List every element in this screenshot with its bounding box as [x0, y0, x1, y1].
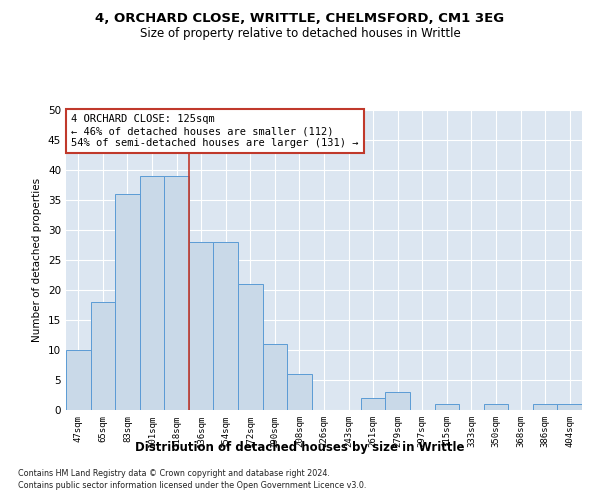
Text: 4, ORCHARD CLOSE, WRITTLE, CHELMSFORD, CM1 3EG: 4, ORCHARD CLOSE, WRITTLE, CHELMSFORD, C… — [95, 12, 505, 26]
Text: Distribution of detached houses by size in Writtle: Distribution of detached houses by size … — [135, 441, 465, 454]
Bar — [484, 404, 508, 410]
Bar — [164, 176, 189, 410]
Text: 4 ORCHARD CLOSE: 125sqm
← 46% of detached houses are smaller (112)
54% of semi-d: 4 ORCHARD CLOSE: 125sqm ← 46% of detache… — [71, 114, 359, 148]
Bar — [91, 302, 115, 410]
Bar — [140, 176, 164, 410]
Bar — [287, 374, 312, 410]
Text: Size of property relative to detached houses in Writtle: Size of property relative to detached ho… — [140, 28, 460, 40]
Bar — [238, 284, 263, 410]
Bar — [214, 242, 238, 410]
Text: Contains HM Land Registry data © Crown copyright and database right 2024.: Contains HM Land Registry data © Crown c… — [18, 468, 330, 477]
Bar — [434, 404, 459, 410]
Bar — [189, 242, 214, 410]
Bar — [361, 398, 385, 410]
Text: Contains public sector information licensed under the Open Government Licence v3: Contains public sector information licen… — [18, 481, 367, 490]
Bar — [533, 404, 557, 410]
Bar — [385, 392, 410, 410]
Bar — [66, 350, 91, 410]
Bar — [263, 344, 287, 410]
Bar — [115, 194, 140, 410]
Y-axis label: Number of detached properties: Number of detached properties — [32, 178, 43, 342]
Bar — [557, 404, 582, 410]
